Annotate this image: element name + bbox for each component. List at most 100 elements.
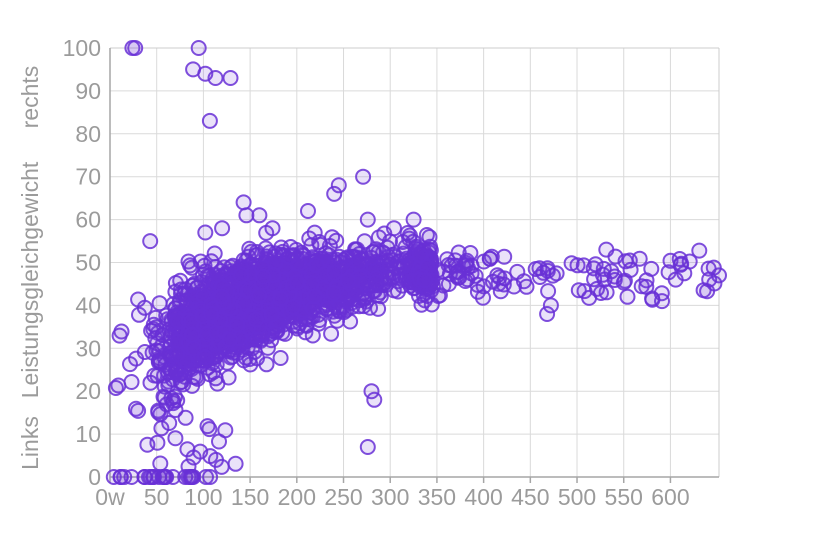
y-tick-label: 50 [75, 250, 101, 276]
x-tick-label: 0w [95, 484, 125, 510]
data-point [203, 306, 220, 322]
data-point [130, 291, 147, 308]
data-point [209, 375, 226, 392]
data-point [207, 70, 224, 86]
data-point [359, 211, 376, 228]
data-point [325, 284, 342, 301]
data-point [180, 458, 197, 475]
data-point [328, 232, 345, 249]
data-point [289, 274, 306, 291]
data-point [178, 293, 195, 310]
data-point [654, 293, 670, 310]
data-point [285, 313, 302, 330]
x-tick-label: 500 [558, 484, 596, 510]
data-point [405, 211, 422, 228]
data-point [681, 253, 698, 270]
data-point [214, 220, 231, 237]
data-point [326, 185, 343, 202]
data-point [211, 433, 227, 450]
data-point [251, 207, 268, 224]
data-point [263, 306, 280, 323]
data-point [128, 400, 144, 417]
data-point [643, 260, 660, 277]
data-point [206, 245, 223, 262]
data-point [258, 356, 275, 373]
data-point [169, 392, 186, 409]
data-point [496, 248, 513, 265]
y-tick-label: 90 [75, 78, 101, 104]
data-point [222, 259, 239, 276]
data-point [366, 391, 383, 408]
y-tick-label: 30 [75, 335, 101, 361]
data-point [235, 194, 252, 211]
data-point [167, 275, 184, 291]
data-point [255, 268, 272, 285]
y-axis-label-links: Links [17, 416, 43, 470]
data-point [319, 300, 336, 317]
data-point [180, 253, 197, 270]
x-tick-label: 100 [184, 484, 222, 510]
data-point [331, 248, 348, 265]
data-point [155, 388, 172, 405]
y-axis-label: Links Leistungsgleichgewicht rechts [17, 66, 43, 470]
data-point [264, 220, 281, 237]
data-point [123, 374, 140, 390]
data-point [213, 458, 230, 475]
data-point [131, 306, 147, 323]
data-point [347, 284, 364, 301]
data-point [411, 246, 428, 263]
data-point [390, 283, 406, 300]
data-point [197, 349, 214, 366]
data-point [441, 265, 458, 282]
y-tick-label: 60 [75, 207, 101, 233]
data-point [259, 339, 276, 356]
data-point [300, 203, 316, 219]
data-point [169, 333, 186, 350]
y-tick-label: 40 [75, 292, 101, 318]
y-tick-label: 20 [75, 378, 101, 404]
data-point [201, 421, 218, 438]
data-point [326, 264, 343, 281]
data-point [251, 287, 268, 304]
data-point [247, 311, 264, 328]
data-point [380, 248, 397, 265]
data-point [197, 224, 214, 241]
data-point [527, 261, 544, 277]
data-point [411, 271, 428, 288]
data-point [367, 274, 384, 291]
data-point [222, 70, 239, 86]
data-point [401, 227, 418, 244]
data-point [297, 324, 314, 341]
data-point [233, 267, 250, 284]
data-point [187, 369, 204, 386]
data-point [145, 469, 162, 485]
data-point [243, 243, 260, 260]
data-point [616, 272, 633, 289]
data-point [363, 383, 380, 400]
y-tick-label: 70 [75, 164, 101, 190]
data-point [202, 448, 219, 465]
data-point [227, 455, 244, 472]
data-point [617, 253, 634, 270]
data-point [105, 469, 122, 485]
data-point [153, 420, 170, 437]
data-point [563, 255, 580, 272]
data-point [339, 272, 356, 289]
x-tick-label: 450 [511, 484, 549, 510]
data-point [281, 248, 298, 265]
data-point [355, 168, 372, 185]
data-point [475, 253, 492, 270]
data-point [695, 282, 712, 299]
data-point [149, 434, 166, 451]
data-point [272, 290, 289, 307]
data-point [595, 260, 612, 277]
data-point [201, 112, 218, 129]
data-point [280, 286, 297, 303]
data-point [469, 276, 486, 293]
data-point [123, 469, 140, 485]
data-point [195, 266, 211, 283]
x-tick-label: 200 [278, 484, 316, 510]
data-point [386, 220, 402, 237]
data-point [141, 469, 157, 485]
